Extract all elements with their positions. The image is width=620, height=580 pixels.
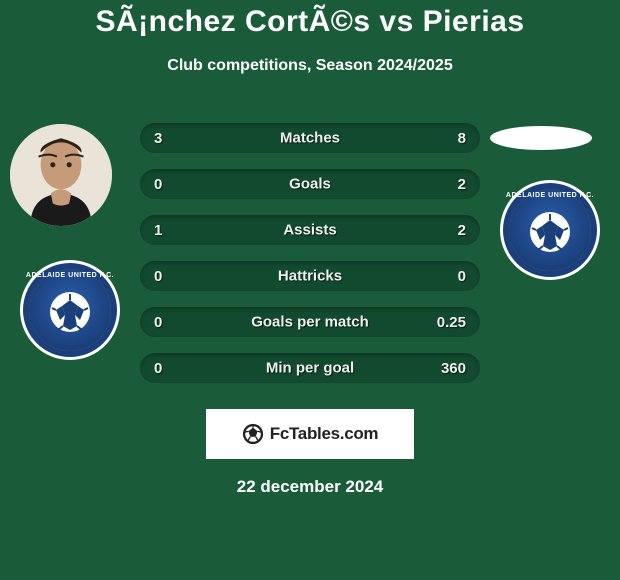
date-text: 22 december 2024 [237, 477, 384, 497]
stat-right-value: 360 [441, 360, 466, 377]
stat-left-value: 0 [154, 360, 162, 377]
page-title: SÃ¡nchez CortÃ©s vs Pierias [95, 5, 524, 39]
stat-row-goals: 0 Goals 2 [140, 169, 480, 199]
stat-right-value: 8 [458, 130, 466, 147]
stat-label: Assists [283, 222, 336, 239]
stat-left-value: 0 [154, 268, 162, 285]
stat-right-value: 2 [458, 176, 466, 193]
page-subtitle: Club competitions, Season 2024/2025 [167, 57, 452, 75]
stat-row-min-per-goal: 0 Min per goal 360 [140, 353, 480, 383]
comparison-card: SÃ¡nchez CortÃ©s vs Pierias Club competi… [0, 0, 620, 580]
stats-list: 3 Matches 8 0 Goals 2 1 Assists 2 0 Hatt… [0, 123, 620, 399]
stat-row-assists: 1 Assists 2 [140, 215, 480, 245]
stat-row-goals-per-match: 0 Goals per match 0.25 [140, 307, 480, 337]
stat-label: Min per goal [266, 360, 354, 377]
stat-left-value: 1 [154, 222, 162, 239]
stat-label: Goals [289, 176, 331, 193]
stat-label: Matches [280, 130, 340, 147]
fctables-logo-icon [242, 423, 264, 445]
stat-right-value: 2 [458, 222, 466, 239]
stat-left-value: 3 [154, 130, 162, 147]
stat-row-hattricks: 0 Hattricks 0 [140, 261, 480, 291]
stat-right-value: 0 [458, 268, 466, 285]
stat-left-value: 0 [154, 314, 162, 331]
stat-left-value: 0 [154, 176, 162, 193]
brand-text: FcTables.com [270, 424, 379, 444]
stat-row-matches: 3 Matches 8 [140, 123, 480, 153]
stat-label: Hattricks [278, 268, 342, 285]
stat-label: Goals per match [251, 314, 369, 331]
stat-right-value: 0.25 [437, 314, 466, 331]
brand-link[interactable]: FcTables.com [206, 409, 414, 459]
